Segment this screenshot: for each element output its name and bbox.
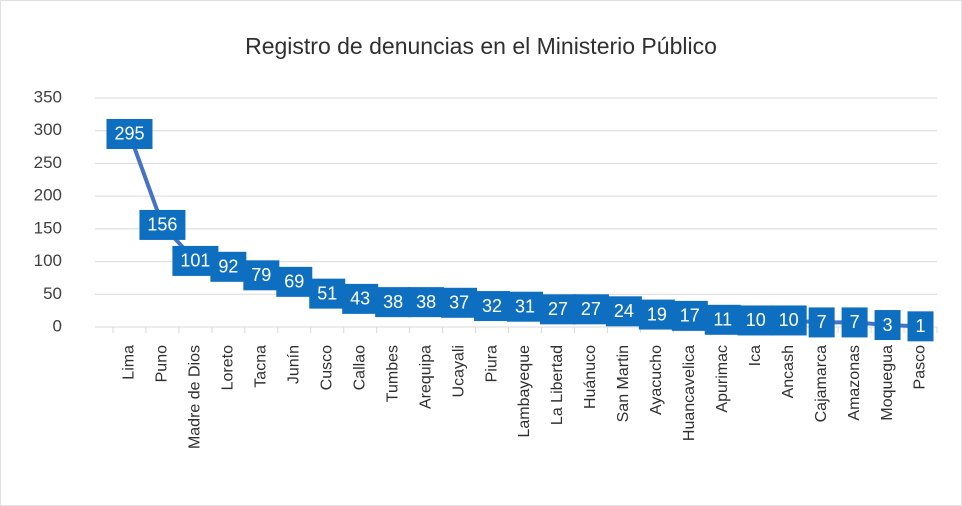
data-label-box (106, 118, 153, 149)
x-tick-label: Huánuco (582, 345, 599, 409)
y-tick-label: 0 (53, 316, 62, 335)
y-tick-label: 100 (34, 251, 62, 270)
y-tick-label: 300 (34, 120, 62, 139)
x-tick-label: Moquegua (879, 345, 896, 421)
x-tick-label: Ica (747, 345, 764, 366)
x-tick-label: Apurimac (714, 345, 731, 413)
x-tick-label: Cajamarca (813, 345, 830, 422)
data-label: 51 (317, 283, 337, 303)
x-tick-label: Arequipa (417, 345, 434, 409)
data-label: 17 (680, 306, 700, 326)
x-tick-label: Tacna (253, 345, 270, 388)
data-label: 24 (614, 301, 634, 321)
x-tick-label: Madre de Dios (187, 345, 204, 449)
data-label: 38 (416, 292, 436, 312)
data-label: 156 (147, 215, 177, 235)
data-label-box (808, 307, 835, 338)
y-tick-label: 250 (34, 153, 62, 172)
y-tick-label: 150 (34, 218, 62, 237)
x-tick-label: Huancavelica (681, 345, 698, 441)
data-label-box (638, 299, 675, 330)
data-label-box (210, 251, 247, 282)
x-tick-label: Ayacucho (648, 345, 665, 415)
data-label-box (243, 260, 280, 291)
x-tick-label: Loreto (220, 345, 237, 390)
x-tick-label: Lima (121, 345, 138, 380)
data-label: 43 (350, 289, 370, 309)
data-label: 38 (383, 292, 403, 312)
x-tick-label: Ancash (780, 345, 797, 398)
data-label-box (572, 294, 609, 325)
data-label-box (375, 287, 412, 318)
data-label-box (737, 305, 774, 336)
x-tick-label: Amazonas (846, 345, 863, 421)
data-label: 101 (180, 251, 210, 271)
x-tick-label: Ucayali (450, 345, 467, 397)
data-label-box (474, 291, 511, 322)
data-label: 27 (581, 299, 601, 319)
data-label-box (539, 294, 576, 325)
data-label: 10 (779, 310, 799, 330)
data-label-box (874, 310, 901, 341)
data-label-box (671, 300, 708, 331)
data-label: 19 (647, 304, 667, 324)
data-label-box (770, 305, 807, 336)
data-label: 32 (482, 296, 502, 316)
data-label: 10 (746, 310, 766, 330)
data-label: 3 (883, 315, 893, 335)
data-label: 1 (916, 316, 926, 336)
data-label-box (408, 287, 445, 318)
x-tick-label: Piura (483, 345, 500, 382)
y-tick-label: 50 (43, 284, 62, 303)
data-label: 37 (449, 293, 469, 313)
data-label: 7 (817, 312, 827, 332)
y-tick-label: 200 (34, 186, 62, 205)
data-label-box (605, 296, 642, 327)
data-label-box (342, 283, 379, 314)
data-label-box (841, 307, 868, 338)
data-label: 27 (548, 299, 568, 319)
x-tick-label: Callao (351, 345, 368, 390)
x-tick-label: La Libertad (549, 345, 566, 425)
data-label-box (139, 209, 186, 240)
y-tick-label: 350 (34, 87, 62, 106)
data-label: 7 (850, 312, 860, 332)
x-tick-label: San Martin (615, 345, 632, 422)
x-tick-label: Cusco (318, 345, 335, 390)
x-tick-label: Tumbes (384, 345, 401, 402)
data-label-box (507, 291, 543, 322)
x-tick-label: Pasco (912, 345, 929, 390)
x-tick-label: Puno (154, 345, 171, 382)
data-label: 92 (218, 257, 238, 277)
data-label-box (276, 266, 313, 297)
data-label: 79 (251, 265, 271, 285)
data-label: 69 (284, 272, 304, 292)
data-label-box (907, 311, 934, 342)
x-tick-label: Junín (285, 345, 302, 384)
data-label: 11 (713, 310, 732, 330)
data-label-box (704, 304, 741, 335)
data-label: 31 (515, 296, 535, 316)
x-tick-label: Lambayeque (516, 345, 533, 438)
data-label: 295 (114, 124, 144, 144)
data-label-box (441, 287, 478, 318)
data-label-box (309, 278, 346, 309)
chart-title: Registro de denuncias en el Ministerio P… (245, 33, 717, 59)
